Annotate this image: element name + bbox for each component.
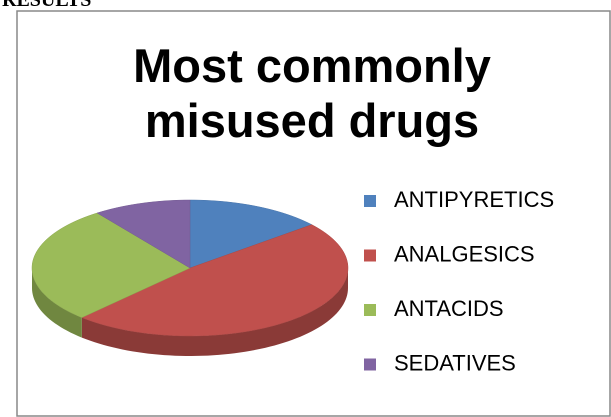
pie: [31, 199, 349, 356]
legend-swatch: [364, 249, 376, 262]
legend: ANTIPYRETICS ANALGESICS ANTACIDS SEDATIVES: [364, 187, 554, 375]
legend-label: SEDATIVES: [394, 350, 516, 375]
heading: RESULTS: [2, 0, 91, 11]
legend-label: ANTACIDS: [394, 296, 504, 321]
legend-swatch: [364, 304, 376, 316]
slice-side: [32, 268, 82, 338]
slice-side: [81, 268, 349, 356]
legend-label: ANALGESICS: [394, 241, 535, 266]
slice: [96, 199, 191, 269]
slice: [31, 212, 191, 318]
slice: [81, 224, 349, 337]
slice: [189, 199, 313, 269]
chart-title: Most commonly misused drugs: [133, 39, 491, 147]
legend-label: ANTIPYRETICS: [394, 187, 554, 212]
legend-swatch: [364, 195, 376, 207]
legend-swatch: [364, 358, 376, 371]
